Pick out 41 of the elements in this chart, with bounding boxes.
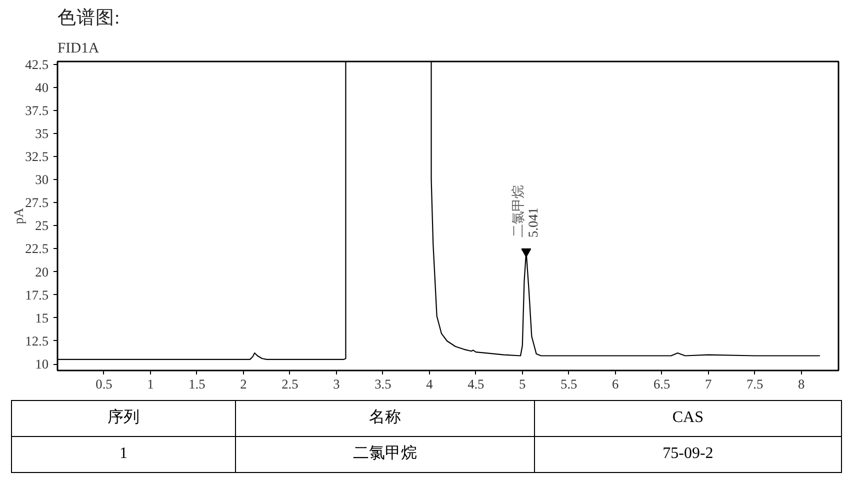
- y-tick-label: 32.5: [25, 149, 49, 164]
- x-tick-label: 8: [798, 376, 805, 392]
- text: 1: [12, 436, 236, 472]
- annotation: 5.041: [526, 208, 541, 238]
- x-tick-label: 3.5: [374, 376, 392, 392]
- x-tick-label: 7.5: [746, 376, 764, 392]
- y-tick-label: 17.5: [25, 287, 49, 302]
- x-tick-label: 6.5: [654, 376, 671, 392]
- x-tick-label: 4: [426, 376, 434, 392]
- x-tick-label: 2.5: [282, 376, 299, 392]
- x-tick-label: 0.5: [96, 376, 113, 392]
- y-tick-label: 35: [35, 126, 49, 141]
- y-tick-label: 15: [35, 310, 49, 326]
- chart-subtitle: FID1A: [58, 40, 100, 56]
- x-tick-label: 6: [612, 376, 620, 392]
- y-tick-label: 25: [35, 218, 49, 234]
- y-tick-label: 40: [35, 80, 49, 95]
- y-tick-label: 22.5: [25, 241, 49, 256]
- text: 75-09-2: [534, 436, 842, 472]
- y-tick-label: 12.5: [25, 333, 49, 348]
- chart-title: 色谱图:: [58, 6, 120, 28]
- y-tick-label: 10: [35, 356, 49, 372]
- x-tick-label: 5.5: [560, 376, 578, 392]
- y-tick-label: 27.5: [25, 195, 49, 210]
- x-tick-label: 5: [519, 376, 526, 392]
- x-tick-label: 2: [240, 376, 247, 392]
- text: 序列: [12, 400, 236, 436]
- y-tick-label: 30: [35, 172, 49, 188]
- x-tick-label: 3: [333, 376, 340, 392]
- y-tick-label: 42.5: [25, 56, 49, 72]
- x-tick-label: 1.5: [188, 376, 206, 392]
- text: 名称: [236, 400, 534, 436]
- text: CAS: [534, 400, 842, 436]
- y-tick-label: 20: [35, 264, 49, 280]
- y-tick-label: 37.5: [25, 102, 49, 118]
- y-axis-title: pA: [11, 207, 26, 224]
- x-tick-label: 7: [705, 376, 712, 392]
- x-tick-label: 4.5: [468, 376, 485, 392]
- x-tick-label: 1: [147, 376, 154, 392]
- annotation: 二氯甲烷: [512, 186, 527, 238]
- text: 二氯甲烷: [236, 436, 534, 472]
